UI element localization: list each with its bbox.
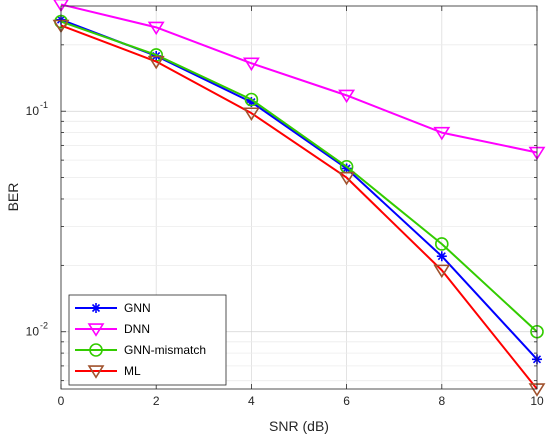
data-point-gnn-mismatch (434, 237, 449, 251)
x-tick-label: 10 (530, 394, 544, 408)
legend-item: GNN (75, 301, 151, 315)
data-point-dnn (433, 126, 451, 141)
x-tick-label: 2 (153, 394, 160, 408)
x-axis-title: SNR (dB) (269, 418, 329, 434)
legend-item: ML (75, 364, 141, 379)
series-line-ml (60, 24, 538, 390)
legend-marker (89, 343, 103, 357)
series-line-gnn-mismatch (60, 20, 538, 333)
data-point-dnn (53, 0, 69, 13)
series-layer (52, 0, 546, 397)
legend-label: GNN (124, 301, 151, 315)
legend-marker (87, 323, 105, 337)
y-tick-label: 10 (26, 104, 40, 118)
legend-marker (87, 365, 105, 379)
data-point-ml (147, 55, 165, 70)
x-tick-label: 0 (58, 394, 65, 408)
legend: GNN DNN GNN-mismatch ML (68, 294, 227, 386)
y-tick-label: 10 (26, 325, 40, 339)
y-tick-exponent: -1 (40, 100, 48, 110)
legend-marker (91, 303, 101, 313)
data-point-gnn-mismatch (244, 92, 259, 107)
data-point-ml (338, 171, 356, 186)
x-tick-label: 6 (343, 394, 350, 408)
series-line-dnn (60, 3, 538, 154)
y-axis-title: BER (5, 183, 21, 212)
x-tick-label: 4 (248, 394, 255, 408)
legend-item: GNN-mismatch (75, 343, 206, 357)
legend-label: ML (124, 364, 141, 378)
data-point-ml (242, 107, 260, 121)
data-point-dnn (338, 89, 356, 104)
plot-frame (60, 5, 538, 390)
legend-item: DNN (75, 322, 150, 337)
legend-label: GNN-mismatch (124, 343, 206, 357)
legend-label: DNN (124, 322, 150, 336)
x-tick-label: 8 (438, 394, 445, 408)
legend-box (68, 294, 227, 386)
data-point-dnn (242, 57, 260, 72)
y-tick-exponent: -2 (40, 321, 48, 331)
data-point-dnn (147, 21, 165, 36)
data-point-gnn (436, 251, 447, 262)
data-point-ml (433, 264, 451, 279)
